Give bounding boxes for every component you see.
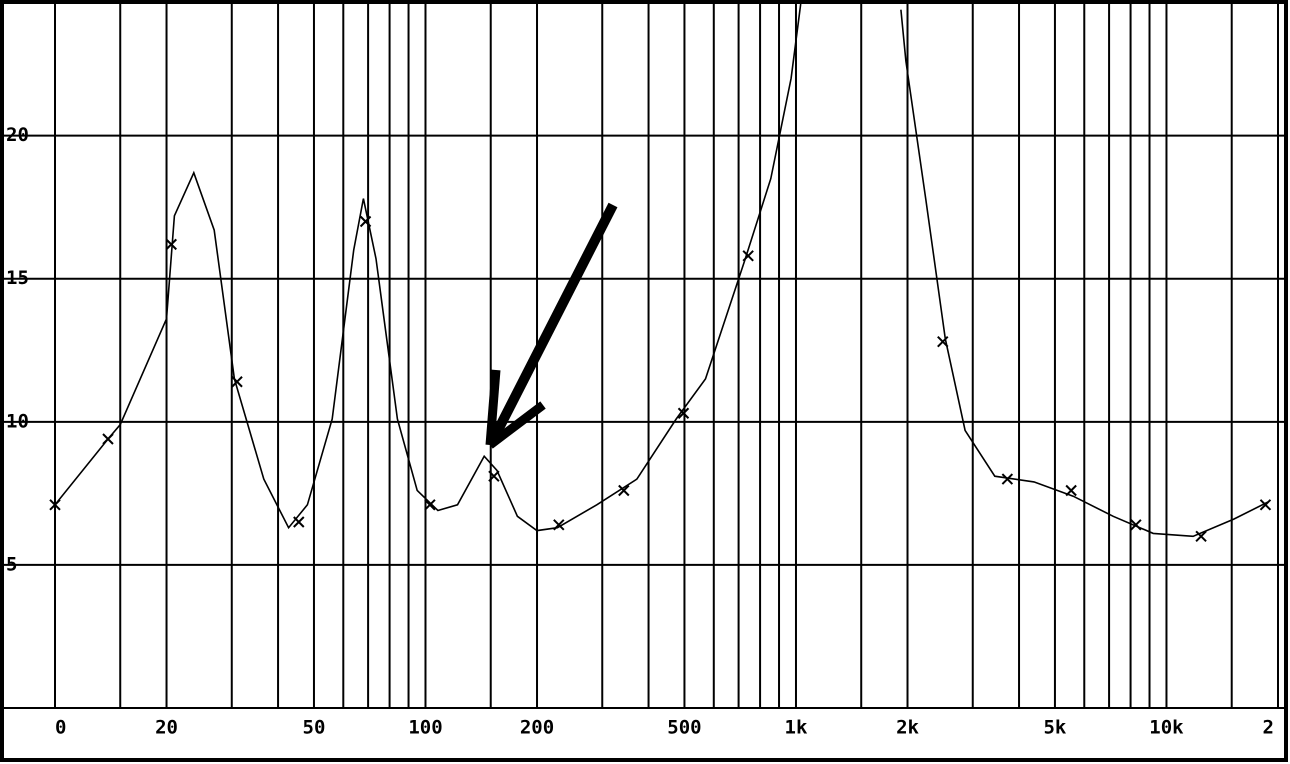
x-tick-label: 200 — [520, 717, 554, 739]
x-tick-label: 10k — [1149, 717, 1184, 739]
point-marker — [937, 335, 949, 348]
point-marker — [618, 484, 630, 497]
point-marker — [165, 238, 177, 251]
point-marker — [293, 516, 305, 528]
x-tick-label: 100 — [408, 717, 442, 739]
x-tick-label: 2 — [1263, 717, 1274, 739]
point-marker — [1195, 530, 1207, 543]
point-marker — [1001, 473, 1014, 485]
point-marker — [1259, 499, 1272, 511]
response-curve — [55, 4, 1269, 538]
point-marker — [1065, 484, 1077, 497]
point-marker — [102, 433, 114, 445]
point-marker — [359, 215, 372, 228]
y-tick-label: 10 — [6, 410, 29, 432]
y-tick-label: 20 — [6, 124, 29, 146]
x-tick-label: 0 — [55, 717, 66, 739]
x-tick-label: 20 — [155, 717, 178, 739]
arrow — [485, 202, 618, 449]
point-marker — [49, 499, 61, 511]
point-marker — [424, 499, 436, 511]
point-marker — [742, 250, 754, 262]
x-tick-label: 50 — [303, 717, 326, 739]
point-marker — [1130, 519, 1142, 531]
point-marker — [677, 407, 690, 419]
x-tick-label: 5k — [1043, 717, 1066, 739]
point-marker — [488, 470, 500, 482]
x-tick-label: 2k — [896, 717, 919, 739]
x-tick-label: 500 — [667, 717, 701, 739]
point-marker — [553, 519, 565, 531]
x-tick-label: 1k — [785, 717, 808, 739]
point-marker — [231, 376, 243, 388]
y-tick-label: 5 — [6, 553, 17, 575]
y-tick-label: 15 — [6, 267, 29, 289]
